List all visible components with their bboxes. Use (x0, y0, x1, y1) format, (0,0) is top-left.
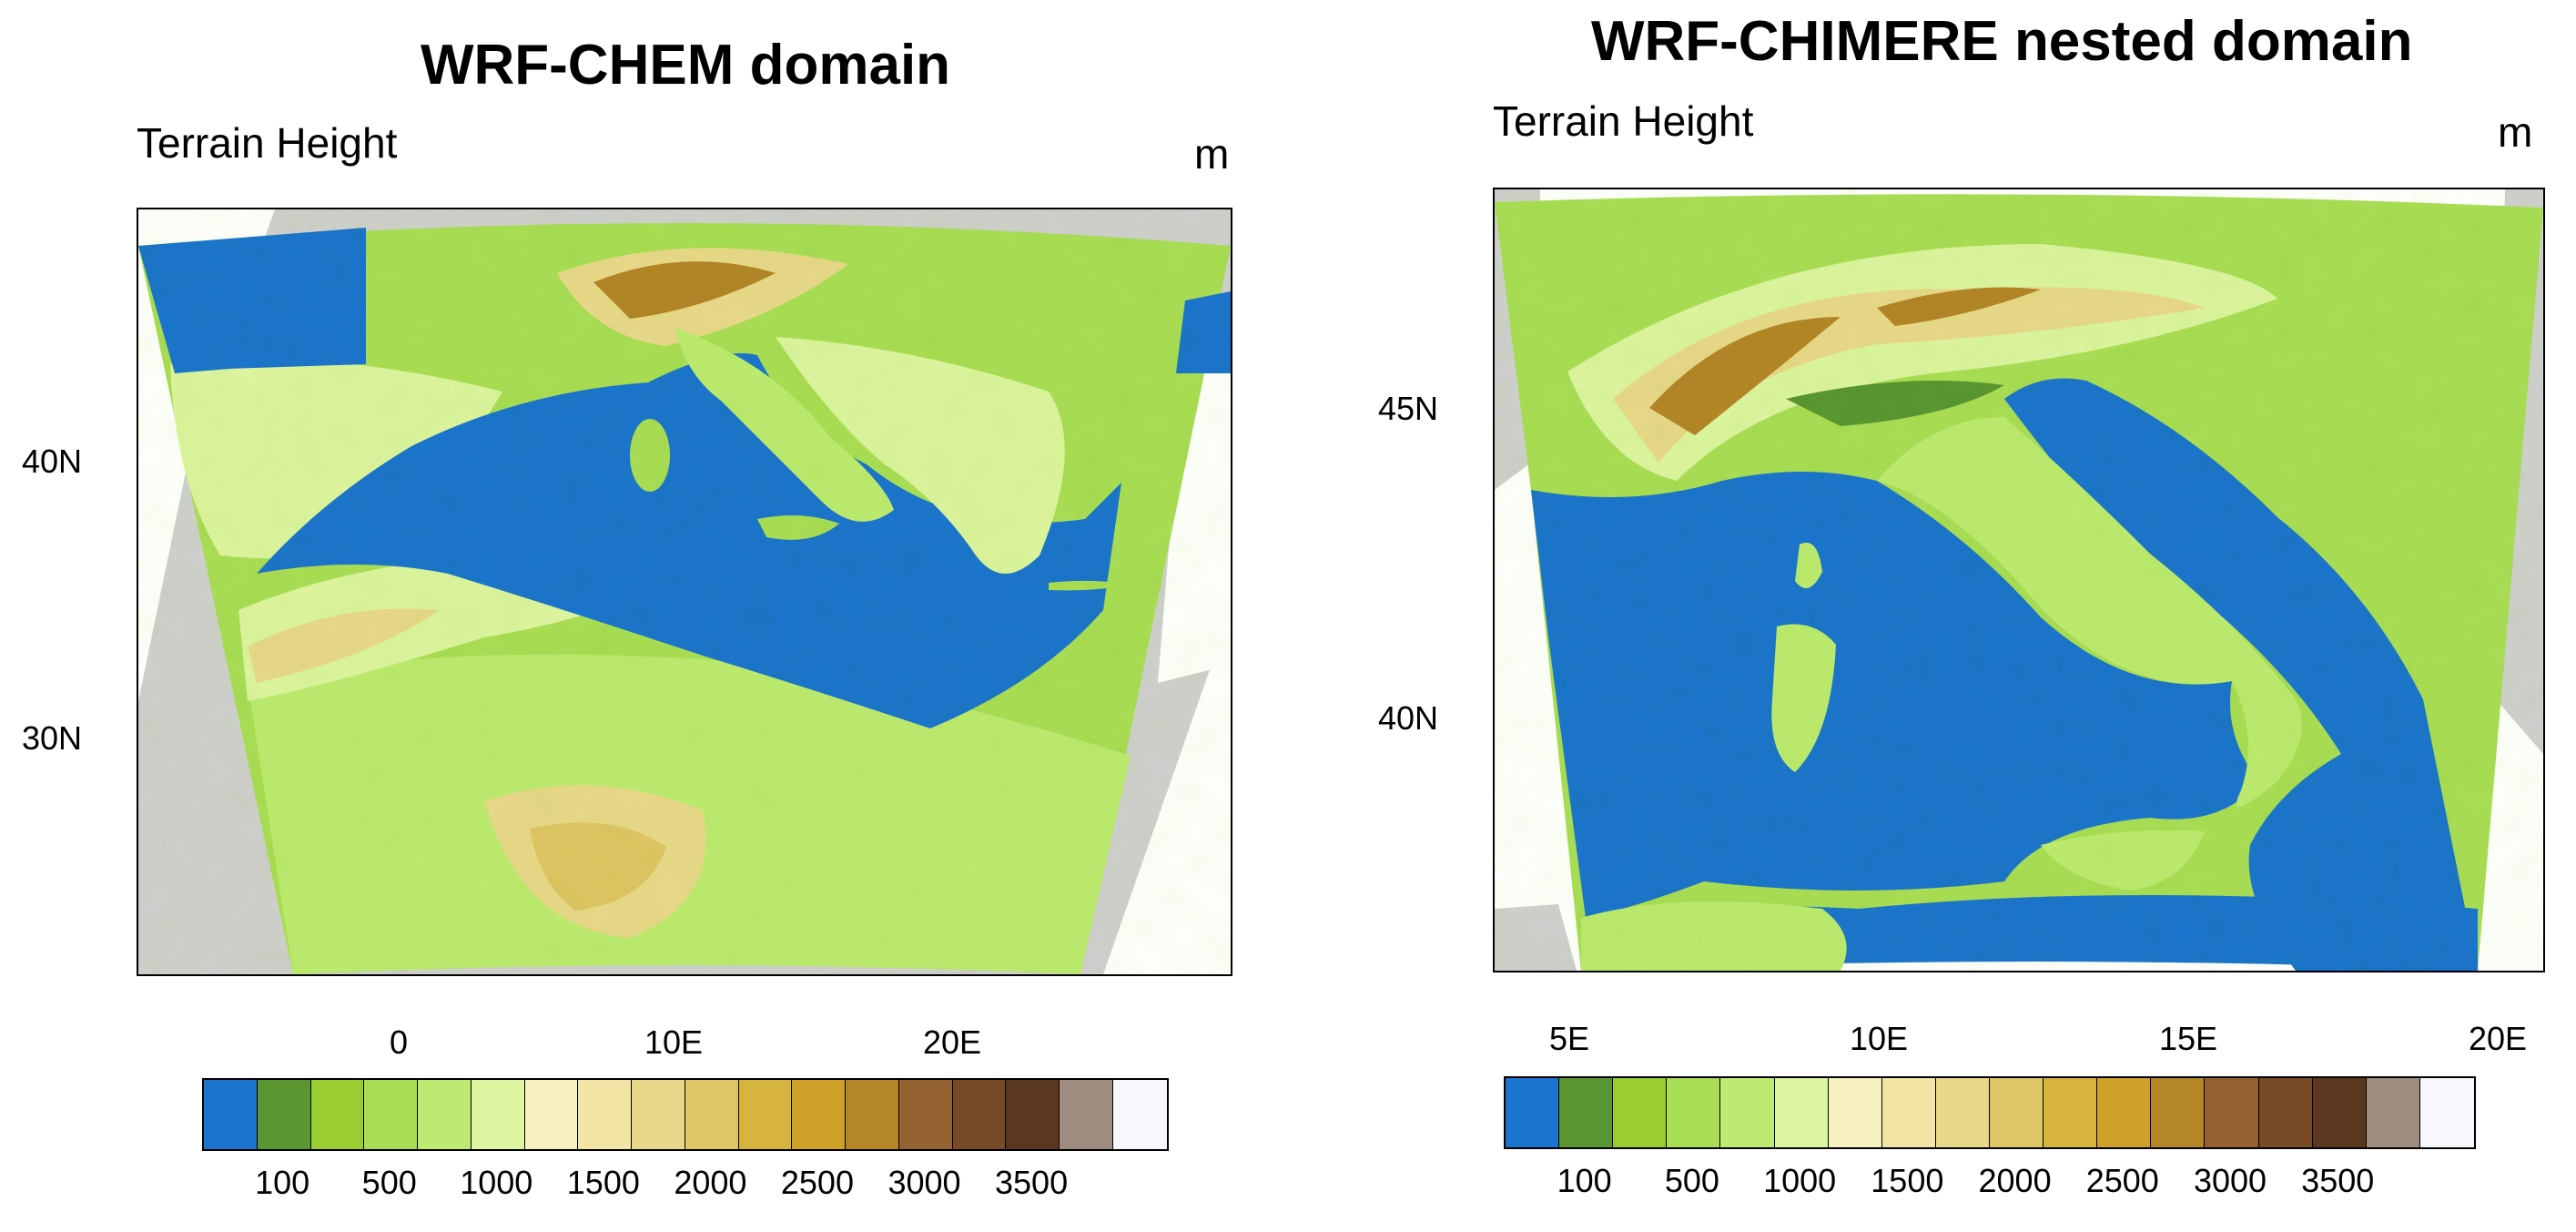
right-lat-label-45n: 45N (1378, 390, 1439, 427)
right-lon-label-20e: 20E (2469, 1020, 2528, 1057)
left-colorbar-swatch (792, 1080, 847, 1149)
right-colorbar-swatch (1613, 1078, 1668, 1147)
right-colorbar (1504, 1076, 2476, 1149)
right-lon-label-15e: 15E (2159, 1020, 2218, 1057)
right-colorbar-swatch (2205, 1078, 2259, 1147)
left-colorbar-swatch (471, 1080, 525, 1149)
left-colorbar-swatch (898, 1080, 953, 1149)
left-colorbar-swatch (1006, 1080, 1060, 1149)
right-colorbar-swatch (2258, 1078, 2313, 1147)
right-colorbar-label: 2500 (2085, 1162, 2159, 1199)
left-colorbar-label: 3500 (995, 1164, 1069, 1201)
right-lon-label-5e: 5E (1549, 1020, 1590, 1057)
left-colorbar-swatch (1060, 1080, 1114, 1149)
right-colorbar-swatch (1559, 1078, 1614, 1147)
left-map-frame (137, 208, 1232, 976)
left-colorbar-label: 2000 (674, 1164, 747, 1201)
left-lat-label-30n: 30N (22, 719, 83, 757)
right-terrain-texture (1495, 189, 2543, 971)
left-colorbar-label: 100 (255, 1164, 310, 1201)
left-colorbar-swatch (578, 1080, 633, 1149)
left-lon-label-20e: 20E (923, 1023, 982, 1061)
right-colorbar-label: 2000 (1978, 1162, 2052, 1199)
right-colorbar-swatch (1774, 1078, 1829, 1147)
right-colorbar-swatch (1667, 1078, 1721, 1147)
right-colorbar-labels: 100 500 1000 1500 2000 2500 3000 3500 (1504, 1162, 2472, 1202)
right-terrain-map (1495, 189, 2543, 971)
left-map-panel: WRF-CHEM domain Terrain Height m (0, 0, 1274, 1232)
right-colorbar-label: 3000 (2193, 1162, 2267, 1199)
right-lon-label-10e: 10E (1850, 1020, 1909, 1057)
right-subtitle: Terrain Height (1493, 97, 1754, 145)
left-terrain-texture (138, 209, 1231, 974)
left-colorbar-swatch (310, 1080, 365, 1149)
left-lat-label-40n: 40N (22, 443, 83, 480)
left-colorbar-swatch (204, 1080, 258, 1149)
left-colorbar-label: 1500 (566, 1164, 640, 1201)
right-colorbar-label: 1000 (1763, 1162, 1837, 1199)
left-colorbar-swatch (524, 1080, 579, 1149)
right-colorbar-swatch (1935, 1078, 1990, 1147)
right-map-panel: WRF-CHIMERE nested domain Terrain Height… (1302, 0, 2576, 1232)
right-colorbar-swatch (2366, 1078, 2420, 1147)
left-lon-label-10e: 10E (644, 1023, 704, 1061)
left-colorbar-swatch (738, 1080, 793, 1149)
left-colorbar-swatch (952, 1080, 1007, 1149)
left-colorbar-swatch (685, 1080, 739, 1149)
left-colorbar-swatch (846, 1080, 899, 1149)
left-colorbar-swatch (364, 1080, 419, 1149)
right-colorbar-label: 3500 (2301, 1162, 2375, 1199)
left-colorbar-label: 3000 (887, 1164, 961, 1201)
right-colorbar-swatch (2151, 1078, 2206, 1147)
right-colorbar-swatch (2419, 1078, 2474, 1147)
left-subtitle: Terrain Height (137, 119, 398, 167)
right-colorbar-swatch (1881, 1078, 1936, 1147)
right-colorbar-label: 1500 (1871, 1162, 1944, 1199)
right-colorbar-swatch (1506, 1078, 1560, 1147)
right-units: m (2498, 108, 2533, 156)
left-units: m (1194, 130, 1230, 178)
left-lon-label-0: 0 (390, 1023, 409, 1061)
left-colorbar-label: 2500 (780, 1164, 854, 1201)
right-colorbar-label: 500 (1664, 1162, 1719, 1199)
right-colorbar-label: 100 (1557, 1162, 1612, 1199)
right-colorbar-swatch (2044, 1078, 2098, 1147)
left-colorbar-swatch (1113, 1080, 1167, 1149)
right-lat-label-40n: 40N (1378, 699, 1439, 737)
right-colorbar-swatch (1828, 1078, 1882, 1147)
left-terrain-map (138, 209, 1231, 974)
right-colorbar-swatch (1720, 1078, 1775, 1147)
left-colorbar-labels: 100 500 1000 1500 2000 2500 3000 3500 (202, 1164, 1165, 1204)
left-colorbar-swatch (632, 1080, 685, 1149)
right-map-frame (1493, 188, 2545, 972)
left-colorbar (202, 1078, 1169, 1151)
left-panel-title: WRF-CHEM domain (421, 34, 951, 97)
left-colorbar-label: 1000 (460, 1164, 533, 1201)
right-panel-title: WRF-CHIMERE nested domain (1591, 10, 2413, 73)
right-colorbar-swatch (2312, 1078, 2367, 1147)
left-colorbar-label: 500 (361, 1164, 417, 1201)
left-colorbar-swatch (257, 1080, 311, 1149)
right-colorbar-swatch (2097, 1078, 2152, 1147)
left-colorbar-swatch (418, 1080, 472, 1149)
right-colorbar-swatch (1989, 1078, 2044, 1147)
